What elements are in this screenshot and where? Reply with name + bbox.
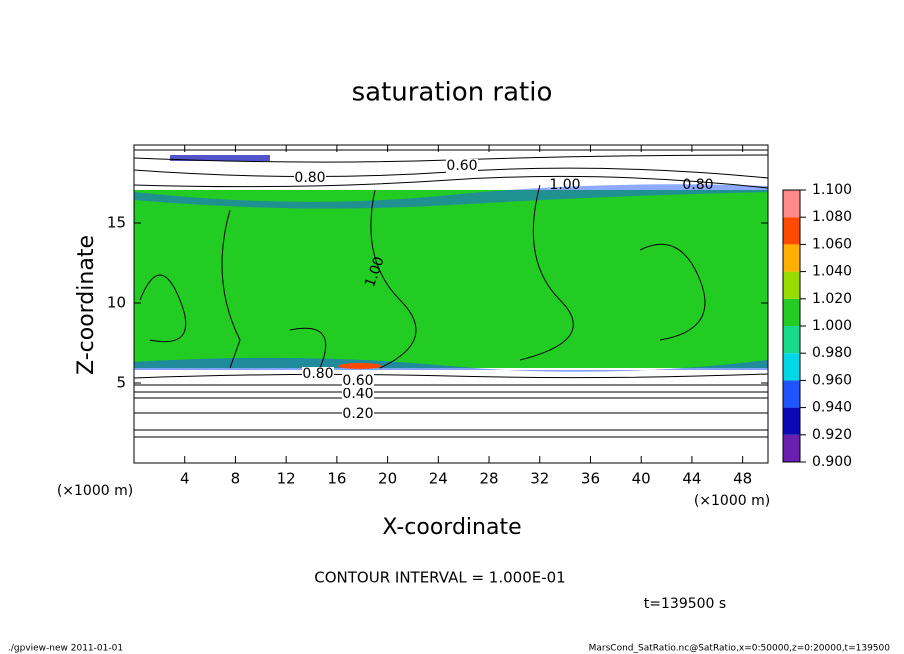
x-tick-label: 36 (581, 470, 600, 488)
x-unit: (×1000 m) (694, 493, 770, 509)
y-tick-label: 5 (116, 374, 126, 392)
y-axis-label: Z-coordinate (74, 235, 99, 375)
y-tick-label: 10 (107, 294, 126, 312)
x-tick-label: 28 (479, 470, 498, 488)
contour-label: 0.60 (342, 373, 373, 389)
blue-band (134, 184, 768, 209)
x-tick-label: 44 (682, 470, 701, 488)
x-tick-label: 12 (277, 470, 296, 488)
colorbar-segment (783, 434, 800, 462)
contour-interval: CONTOUR INTERVAL = 1.000E-01 (314, 569, 565, 587)
colorbar-segment (783, 244, 800, 272)
contour-label: 1.00 (549, 177, 580, 193)
x-tick-label: 48 (733, 470, 752, 488)
contour-label: 0.80 (682, 177, 713, 193)
colorbar-tick-label: 1.080 (812, 209, 852, 225)
field (133, 144, 769, 464)
contour-label-bg (342, 387, 374, 401)
x-tick-label: 20 (378, 470, 397, 488)
colorbar-segment (783, 353, 800, 381)
x-tick-label: 40 (632, 470, 651, 488)
x-tick-label: 4 (180, 470, 190, 488)
blue-band (134, 357, 768, 372)
x-tick-label: 32 (530, 470, 549, 488)
plot-frame (133, 144, 769, 464)
colorbar-tick-label: 0.940 (812, 400, 852, 416)
colorbar-tick-label: 0.980 (812, 345, 852, 361)
colorbar-segment (783, 407, 800, 435)
contour-label-bg (342, 407, 374, 421)
colorbar-tick-label: 0.960 (812, 372, 852, 388)
y-tick-label: 15 (107, 214, 126, 232)
x-tick-label: 24 (429, 470, 448, 488)
blue-spot (170, 155, 270, 161)
contour-label: 0.80 (302, 366, 333, 382)
x-tick-label: 16 (327, 470, 346, 488)
colorbar-segment (783, 326, 800, 354)
x-tick-label: 8 (231, 470, 241, 488)
colorbar-tick-label: 1.100 (812, 182, 852, 198)
footer-right: MarsCond_SatRatio.nc@SatRatio,x=0:50000,… (589, 644, 891, 654)
colorbar-segment (783, 217, 800, 245)
contour-label: 0.40 (342, 386, 373, 402)
colorbar-tick-label: 0.900 (812, 454, 852, 470)
colorbar-tick-label: 1.000 (812, 318, 852, 334)
contour-label: 0.80 (294, 170, 325, 186)
contour-label-bg (302, 367, 334, 381)
y-unit: (×1000 m) (57, 483, 133, 499)
contour-label: 0.20 (342, 406, 373, 422)
contour-label-bg (446, 159, 478, 173)
contour-label-bg (342, 374, 374, 388)
red-spot (338, 363, 382, 369)
contour-label: 0.60 (446, 158, 477, 174)
colorbar-tick-label: 1.040 (812, 264, 852, 280)
colorbar-segment (783, 271, 800, 299)
colorbar-tick-label: 0.920 (812, 427, 852, 443)
colorbar-tick-label: 1.060 (812, 236, 852, 252)
chart-title: saturation ratio (352, 78, 553, 108)
colorbar-tick-label: 1.020 (812, 291, 852, 307)
green-region (134, 190, 768, 368)
contour-label-bg (294, 171, 326, 185)
colorbar-segment (783, 298, 800, 326)
time-label: t=139500 s (644, 596, 726, 612)
colorbar-segment (783, 190, 800, 218)
x-axis-label: X-coordinate (382, 515, 521, 540)
footer-left: ./gpview-new 2011-01-01 (8, 644, 123, 654)
colorbar-segment (783, 380, 800, 408)
